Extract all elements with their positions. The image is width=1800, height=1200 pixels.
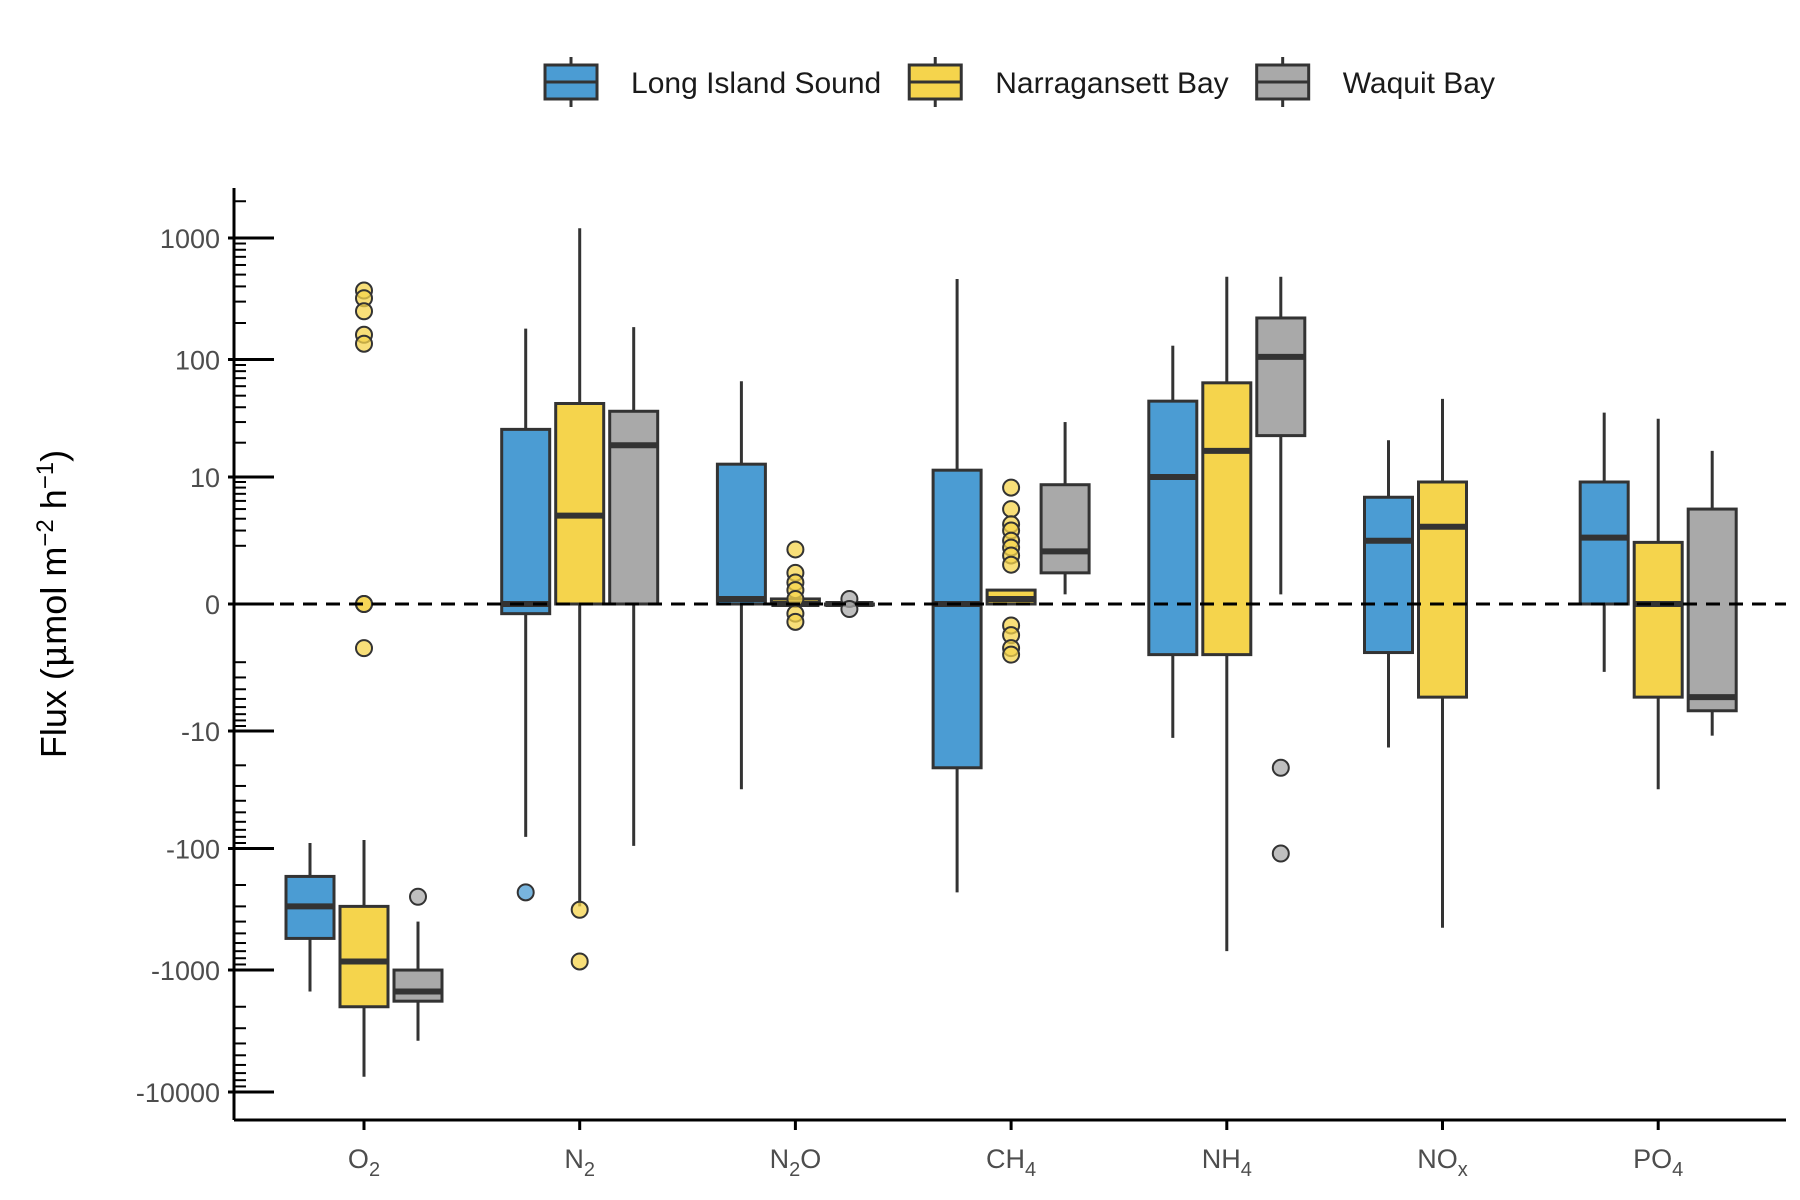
x-tick-label: N2: [564, 1144, 595, 1181]
box-waquit-bay-3: [1039, 422, 1091, 595]
legend-item-long-island-sound: Long Island Sound: [543, 57, 881, 107]
x-tick-label-main: NH: [1202, 1144, 1241, 1174]
outlier-point: [355, 302, 373, 321]
x-tick-label-subscript: 2: [584, 1159, 595, 1181]
box-long-island-sound-5: [1363, 440, 1414, 748]
box-body: [1417, 480, 1468, 699]
box-narragansett-bay-2: [769, 540, 821, 631]
box-body: [392, 968, 444, 1003]
box-body: [1363, 495, 1414, 655]
x-tick-label-main: NO: [1417, 1144, 1458, 1174]
outlier-point: [1002, 500, 1021, 519]
x-tick-label-suffix: O: [800, 1144, 821, 1174]
y-axis-title-exponent: −2: [32, 519, 59, 546]
y-tick-label: -10: [181, 717, 220, 747]
box-body: [931, 468, 983, 770]
x-tick-label-main: CH: [986, 1144, 1025, 1174]
y-tick-label: -10000: [136, 1078, 220, 1108]
box-body: [1039, 483, 1091, 575]
box-narragansett-bay-3: [985, 478, 1037, 664]
box-long-island-sound-0: [284, 843, 336, 992]
box-waquit-bay-6: [1686, 450, 1738, 736]
outlier-point: [786, 540, 805, 559]
legend-item-narragansett-bay: Narragansett Bay: [907, 57, 1229, 107]
y-tick-label: 10: [190, 463, 220, 493]
y-tick-label: 1000: [160, 224, 220, 254]
box-narragansett-bay-4: [1201, 276, 1253, 952]
box-narragansett-bay-5: [1417, 398, 1468, 928]
box-body: [1147, 399, 1199, 657]
legend-label: Narragansett Bay: [995, 67, 1228, 100]
x-tick-label-subscript: 4: [1241, 1159, 1252, 1181]
x-tick-label: NH4: [1202, 1144, 1252, 1181]
legend-item-waquit-bay: Waquit Bay: [1255, 57, 1495, 107]
x-tick-label-main: N: [564, 1144, 584, 1174]
y-axis-title-part: h: [33, 489, 74, 519]
box-body: [1686, 507, 1738, 713]
outlier-point: [570, 900, 589, 919]
box-narragansett-bay-0: [338, 281, 390, 1077]
outlier-point: [786, 612, 805, 631]
box-body: [1632, 540, 1684, 699]
box-body: [608, 409, 660, 606]
outlier-point: [1271, 758, 1290, 777]
y-tick-label: 0: [205, 590, 220, 620]
x-tick-label: CH4: [986, 1144, 1036, 1181]
y-axis-title-part: ): [33, 450, 74, 462]
box-body: [500, 427, 552, 616]
outlier-point: [1002, 645, 1021, 664]
plot-area: [234, 228, 1786, 1077]
box-long-island-sound-4: [1147, 345, 1199, 738]
y-axis-title-part: mol m: [33, 547, 74, 645]
y-axis-title: Flux (μmol m−2 h−1): [32, 450, 75, 758]
y-axis-title-group: Flux (μmol m−2 h−1): [32, 450, 75, 758]
x-tick-label-subscript: 4: [1025, 1159, 1036, 1181]
box-waquit-bay-1: [608, 327, 660, 846]
box-body: [1255, 316, 1307, 438]
y-axis-title-mu: μ: [34, 645, 75, 668]
box-long-island-sound-6: [1578, 412, 1630, 672]
legend: Long Island Sound Narragansett Bay Waquit …: [543, 57, 1495, 107]
outlier-point: [1271, 844, 1290, 863]
outlier-point: [1002, 478, 1021, 497]
y-axis-title-part: Flux (: [33, 668, 74, 758]
y-axis-title-exponent: −1: [32, 462, 59, 489]
x-tick-label: N2O: [770, 1144, 822, 1181]
x-tick-label-subscript: 2: [369, 1159, 380, 1181]
box-body: [1578, 480, 1630, 606]
x-tick-label: NOx: [1417, 1144, 1468, 1181]
outlier-point: [516, 883, 535, 902]
outlier-point: [1002, 555, 1021, 574]
outlier-point: [355, 639, 373, 658]
x-tick-label-main: O: [348, 1144, 369, 1174]
box-body: [1201, 381, 1253, 657]
box-body: [554, 401, 606, 606]
x-tick-label-main: PO: [1633, 1144, 1672, 1174]
outlier-point: [409, 887, 427, 906]
x-tick-label-subscript: x: [1458, 1159, 1468, 1181]
box-body: [338, 904, 390, 1009]
y-tick-label: -100: [166, 835, 220, 865]
box-long-island-sound-2: [715, 381, 767, 790]
outlier-point: [355, 334, 373, 353]
y-tick-label: -1000: [151, 956, 220, 986]
box-body: [715, 462, 767, 606]
x-tick-label: O2: [348, 1144, 380, 1181]
box-waquit-bay-4: [1255, 276, 1307, 863]
x-tick-label-subscript: 2: [789, 1159, 800, 1181]
y-tick-label: 100: [175, 345, 220, 375]
box-long-island-sound-1: [500, 328, 552, 902]
box-narragansett-bay-1: [554, 228, 606, 971]
box-waquit-bay-0: [392, 887, 444, 1041]
x-tick-label-main: N: [770, 1144, 790, 1174]
x-axis: O2 N2 N2O CH4 NH4 NOx PO4: [234, 1118, 1786, 1181]
legend-label: Waquit Bay: [1343, 67, 1495, 100]
legend-label: Long Island Sound: [631, 67, 881, 100]
x-tick-label-subscript: 4: [1672, 1159, 1683, 1181]
outlier-point: [570, 952, 589, 971]
x-tick-label: PO4: [1633, 1144, 1683, 1181]
box-long-island-sound-3: [931, 279, 983, 893]
